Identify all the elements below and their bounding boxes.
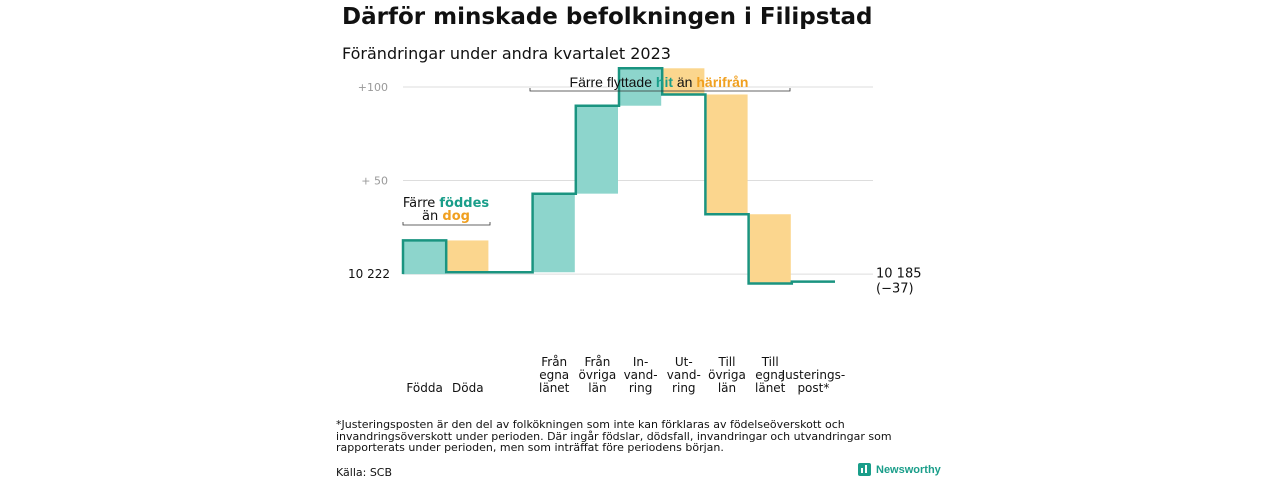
cumulative-line: [401, 67, 835, 285]
waterfall-bar: [404, 240, 446, 275]
brand-logo: Newsworthy: [858, 463, 941, 476]
category-label: län: [588, 381, 606, 395]
waterfall-bar: [706, 94, 748, 215]
end-change-label: (−37): [876, 282, 914, 297]
y-tick-label: + 50: [361, 175, 388, 188]
category-label: Till: [718, 355, 736, 369]
source-label: Källa: SCB: [336, 466, 393, 479]
category-label: Till: [761, 355, 779, 369]
category-label: länet: [755, 381, 786, 395]
bar-chart-icon: [858, 463, 871, 476]
category-label: Från: [584, 355, 610, 369]
category-label: ring: [672, 381, 696, 395]
category-label: post*: [797, 381, 829, 395]
category-label: länet: [539, 381, 570, 395]
category-label: In-: [633, 355, 648, 369]
category-label: Från: [541, 355, 567, 369]
annotation-bracket-migration: [529, 88, 791, 92]
end-value-label: 10 185: [876, 267, 922, 282]
annotation-bracket-births: [402, 222, 491, 226]
y-tick-label: +100: [358, 81, 388, 94]
annotation-births-line2: än dog: [422, 209, 470, 224]
category-label: Justerings-: [781, 368, 846, 382]
waterfall-bar: [620, 68, 662, 106]
chart-title: Därför minskade befolkningen i Filipstad: [342, 4, 873, 30]
category-label: län: [718, 381, 736, 395]
category-label: egna: [539, 368, 569, 382]
waterfall-bar: [447, 240, 489, 273]
category-label: övriga: [579, 368, 617, 382]
category-label: Födda: [406, 381, 442, 395]
footnote: *Justeringsposten är den del av folkökni…: [336, 418, 892, 454]
start-value-label: 10 222: [348, 267, 390, 281]
annotation-migration: Färre flyttade hit än härifrån: [570, 74, 749, 90]
category-label: vand-: [667, 368, 701, 382]
category-label: vand-: [624, 368, 658, 382]
waterfall-bar: [533, 193, 575, 273]
category-label: egna: [755, 368, 785, 382]
annotation-births: Färre föddes: [403, 196, 490, 211]
waterfall-bar: [576, 105, 618, 194]
category-label: ring: [629, 381, 653, 395]
brand-name: Newsworthy: [876, 463, 941, 476]
chart-subtitle: Förändringar under andra kvartalet 2023: [342, 44, 671, 63]
category-label: Ut-: [675, 355, 693, 369]
waterfall-bar: [663, 68, 705, 95]
category-label: övriga: [708, 368, 746, 382]
waterfall-bar: [749, 214, 791, 284]
category-label: Döda: [452, 381, 484, 395]
